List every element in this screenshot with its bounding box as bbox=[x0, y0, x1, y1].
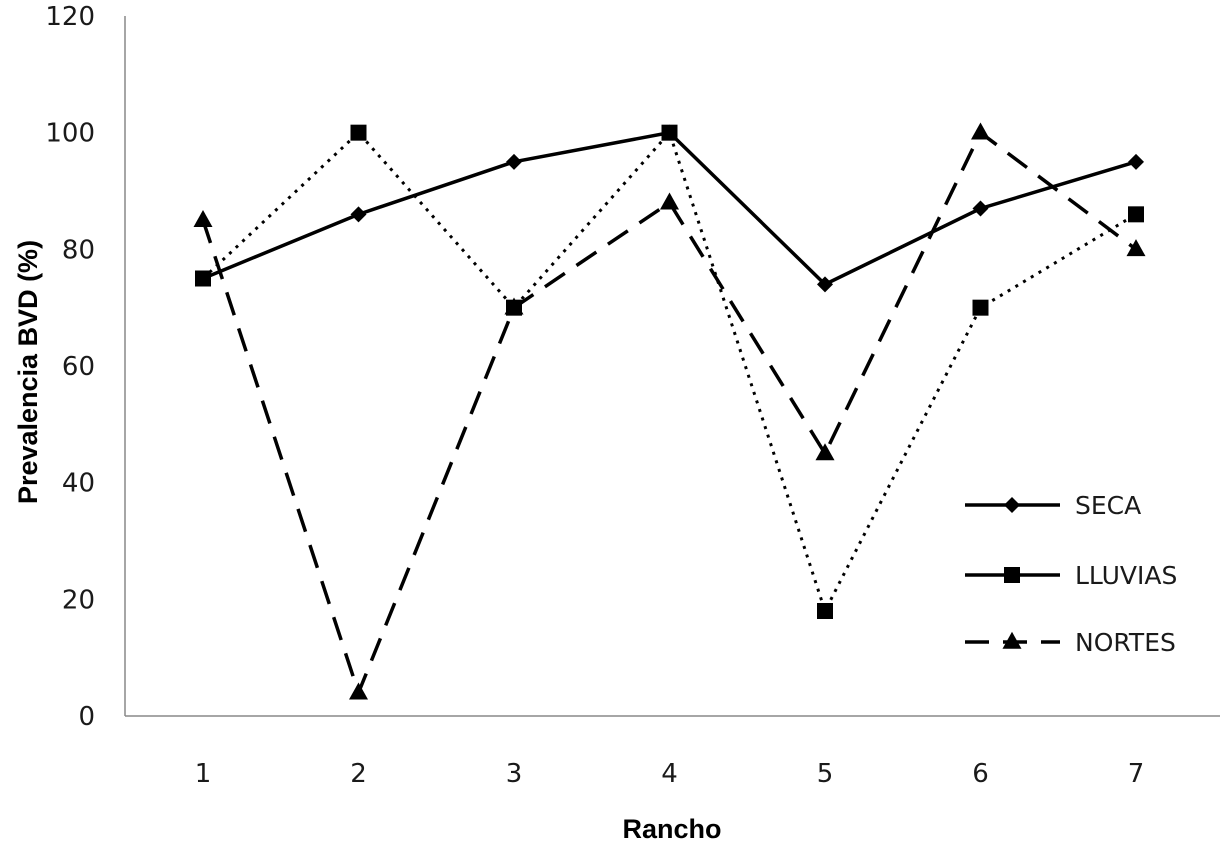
y-tick-label: 80 bbox=[62, 235, 95, 265]
legend: SECA LLUVIAS NORTES bbox=[965, 491, 1177, 657]
x-tick-label: 2 bbox=[350, 759, 367, 789]
data-point-seca bbox=[817, 276, 833, 293]
x-tick-label: 7 bbox=[1128, 759, 1145, 789]
legend-label-nortes: NORTES bbox=[1075, 628, 1176, 657]
data-point-lluvias bbox=[195, 270, 211, 287]
legend-item-seca: SECA bbox=[965, 491, 1141, 520]
data-point-lluvias bbox=[661, 124, 678, 141]
x-tick-label: 6 bbox=[972, 759, 989, 789]
x-tick-label: 4 bbox=[661, 759, 678, 789]
y-tick-label: 120 bbox=[45, 2, 95, 32]
data-point-nortes bbox=[504, 297, 524, 315]
series-layer bbox=[193, 122, 1146, 700]
x-tick-label: 5 bbox=[817, 759, 834, 789]
data-point-lluvias bbox=[972, 299, 989, 316]
data-point-seca bbox=[350, 206, 367, 223]
y-axis-title: Prevalencia BVD (%) bbox=[13, 240, 43, 504]
data-point-seca bbox=[506, 153, 522, 170]
legend-marker-nortes bbox=[1002, 631, 1022, 649]
y-tick-label: 0 bbox=[78, 702, 95, 732]
data-point-nortes bbox=[193, 209, 213, 227]
series-line-nortes bbox=[201, 129, 1138, 698]
data-point-nortes bbox=[815, 443, 835, 461]
legend-marker-lluvias bbox=[1004, 567, 1020, 583]
x-axis-title: Rancho bbox=[622, 814, 721, 843]
y-tick-label: 60 bbox=[62, 352, 95, 382]
x-tick-label: 3 bbox=[506, 759, 523, 789]
data-point-nortes bbox=[1126, 239, 1146, 257]
y-tick-label: 100 bbox=[45, 119, 95, 149]
series-nortes bbox=[193, 122, 1146, 700]
data-point-lluvias bbox=[817, 603, 833, 619]
legend-label-seca: SECA bbox=[1075, 491, 1141, 520]
y-tick-label: 40 bbox=[62, 469, 95, 499]
data-point-nortes bbox=[349, 682, 368, 700]
legend-marker-seca bbox=[1004, 497, 1020, 513]
data-point-nortes bbox=[660, 192, 679, 210]
x-axis-ticks: 1 2 3 4 5 6 7 bbox=[195, 759, 1145, 789]
legend-item-nortes: NORTES bbox=[965, 628, 1176, 657]
legend-item-lluvias: LLUVIAS bbox=[965, 561, 1177, 590]
legend-label-lluvias: LLUVIAS bbox=[1075, 561, 1177, 590]
data-point-lluvias bbox=[350, 124, 367, 141]
data-point-lluvias bbox=[1128, 206, 1144, 223]
x-tick-label: 1 bbox=[195, 759, 212, 789]
y-tick-label: 20 bbox=[62, 585, 95, 615]
data-point-seca bbox=[972, 200, 989, 217]
chart-axes bbox=[124, 16, 1220, 717]
y-axis-ticks: 0 20 40 60 80 100 120 bbox=[45, 2, 95, 732]
data-point-seca bbox=[1128, 153, 1144, 170]
data-point-nortes bbox=[971, 122, 990, 140]
